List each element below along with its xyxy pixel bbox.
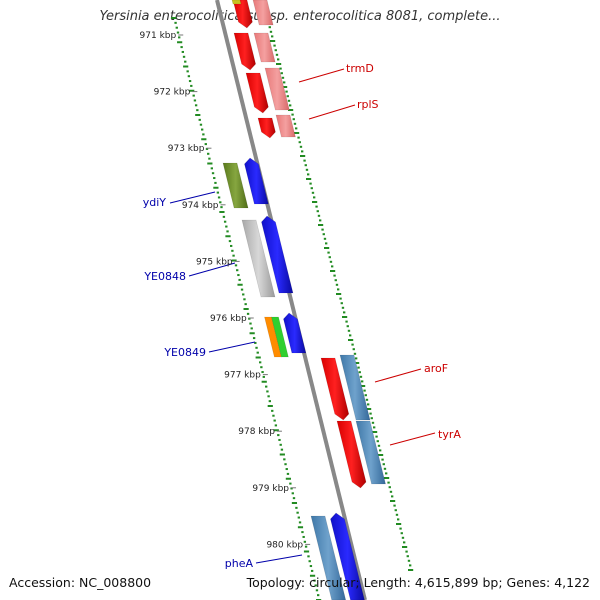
- gene-leader-line: [308, 104, 356, 120]
- gene-feature: [241, 219, 276, 298]
- backbone-line: [215, 0, 367, 600]
- gene-feature: [339, 354, 371, 421]
- gene-leader-line: [374, 368, 422, 383]
- gene-feature: [245, 72, 269, 114]
- scale-label: 973 kbp: [168, 144, 205, 154]
- gene-feature: [330, 512, 365, 600]
- gene-label-tyra: tyrA: [438, 428, 461, 441]
- scale-label: 977 kbp: [224, 371, 261, 381]
- gene-leader-line: [389, 432, 436, 446]
- gene-label-rpls: rplS: [357, 98, 379, 111]
- scale-label: 979 kbp: [252, 484, 289, 494]
- gene-feature: [252, 0, 274, 26]
- gene-feature: [264, 67, 290, 111]
- scale-label: 971 kbp: [140, 31, 177, 41]
- gene-feature: [310, 515, 347, 600]
- gene-label-phea: pheA: [225, 557, 254, 570]
- accession-text: Accession: NC_008800: [9, 575, 152, 590]
- gene-label-arof: aroF: [424, 362, 448, 375]
- scale-label: 972 kbp: [154, 88, 191, 98]
- gene-feature: [233, 32, 256, 71]
- gene-label-ye0848: YE0848: [143, 270, 186, 283]
- scale-label: 974 kbp: [182, 201, 219, 211]
- scale-label: 980 kbp: [266, 540, 303, 550]
- gene-feature: [283, 312, 307, 354]
- gene-feature: [232, 0, 253, 29]
- gene-leader-line: [255, 554, 303, 564]
- gene-feature: [355, 420, 386, 485]
- gene-feature: [261, 215, 294, 294]
- scale-label: 978 kbp: [238, 427, 275, 437]
- gene-label-ye0849: YE0849: [163, 346, 206, 359]
- scale-label: 976 kbp: [210, 314, 247, 324]
- gene-feature: [257, 117, 276, 139]
- gene-feature: [253, 32, 276, 63]
- gene-feature: [275, 114, 296, 138]
- gene-leader-line: [188, 262, 236, 277]
- gene-feature: [231, 0, 242, 5]
- genome-summary-text: Topology: circular; Length: 4,615,899 bp…: [246, 575, 590, 590]
- scale-label: 975 kbp: [196, 257, 233, 267]
- gene-label-ydiy: ydiY: [143, 196, 167, 209]
- map-title: Yersinia enterocolitica subsp. enterocol…: [99, 9, 501, 24]
- gene-label-trmd: trmD: [346, 62, 374, 75]
- gene-feature: [244, 157, 269, 205]
- gene-leader-line: [298, 68, 345, 83]
- gene-feature: [271, 316, 289, 358]
- gene-feature: [222, 162, 249, 209]
- gene-feature: [336, 420, 367, 489]
- gene-leader-line: [208, 341, 256, 353]
- gene-feature: [320, 357, 350, 421]
- gene-leader-line: [169, 191, 216, 204]
